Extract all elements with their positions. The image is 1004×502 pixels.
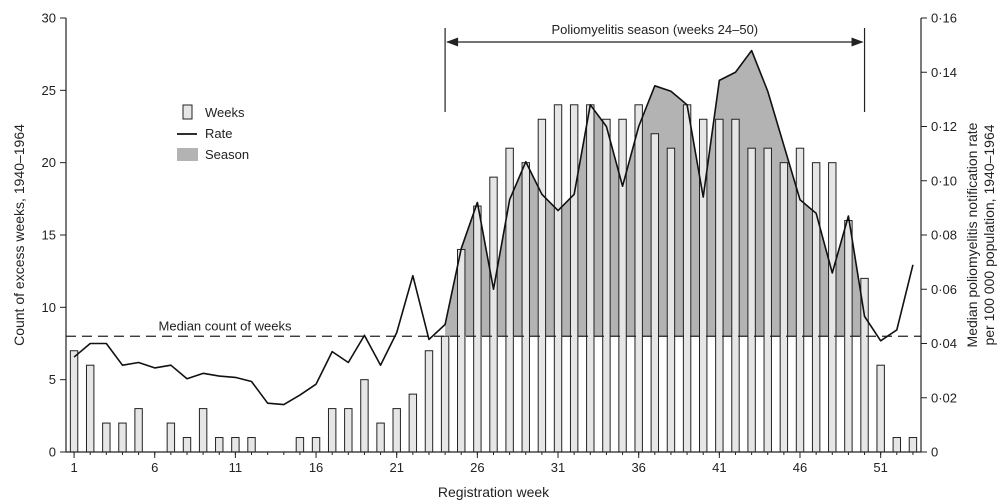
bar-week-51 <box>876 364 885 453</box>
bar-week-12 <box>247 437 256 453</box>
right-tick-label: 0·04 <box>931 336 957 351</box>
right-tick-label: 0·10 <box>931 173 957 188</box>
right-tick-label: 0·12 <box>931 119 957 134</box>
right-tick-label: 0·08 <box>931 228 957 243</box>
bar-week-38 <box>666 147 676 453</box>
bar-week-36 <box>634 104 643 453</box>
bar-week-45 <box>779 162 789 453</box>
bar-week-15 <box>295 437 305 453</box>
left-tick-label: 5 <box>49 372 56 387</box>
x-tick-label: 11 <box>229 460 243 475</box>
right-tick-label: 0 <box>931 445 938 460</box>
bar-week-23 <box>424 350 434 453</box>
x-tick-label: 6 <box>151 460 158 475</box>
bar-week-1 <box>69 350 79 453</box>
bar-week-20 <box>376 422 385 453</box>
season-annotation: Poliomyelitis season (weeks 24–50) <box>444 22 866 112</box>
bar-week-33 <box>586 104 595 453</box>
right-tick-group: 0 0·02 0·04 0·06 0·08 0·10 0·12 0·14 0·16 <box>921 11 957 460</box>
legend-swatch-weeks <box>182 104 193 120</box>
right-tick-label: 0·06 <box>931 282 957 297</box>
median-line-group: Median count of weeks <box>66 318 921 337</box>
x-tick-label: 41 <box>712 460 726 475</box>
bar-week-48 <box>828 162 837 453</box>
legend-label-season: Season <box>205 147 249 162</box>
right-axis-title-line2: per 100 000 population, 1940–1964 <box>981 124 997 345</box>
left-tick-label: 25 <box>42 83 56 98</box>
bar-week-18 <box>344 408 353 453</box>
right-tick-label: 0·16 <box>931 11 957 26</box>
legend-label-rate: Rate <box>205 126 232 141</box>
bar-week-8 <box>182 437 192 453</box>
bar-week-17 <box>327 408 337 453</box>
legend-label-weeks: Weeks <box>205 105 245 120</box>
x-tick-label: 21 <box>389 460 403 475</box>
bar-week-25 <box>457 248 466 453</box>
rate-line <box>73 49 914 406</box>
right-axis-title-line1: Median poliomyelitis notification rate <box>964 122 980 347</box>
bar-week-35 <box>618 118 627 453</box>
bar-week-41 <box>715 118 724 453</box>
left-axis-title: Count of excess weeks, 1940–1964 <box>11 124 27 346</box>
x-tick-label: 31 <box>551 460 565 475</box>
bar-week-47 <box>811 162 821 453</box>
legend-swatch-season <box>177 148 198 161</box>
bar-week-29 <box>521 162 530 453</box>
x-tick-label: 26 <box>470 460 484 475</box>
bar-week-11 <box>231 437 240 453</box>
x-tick-group: 1 6 11 16 21 26 31 36 41 46 51 <box>70 452 914 475</box>
bar-week-10 <box>215 437 224 453</box>
bar-week-53 <box>908 437 918 453</box>
bar-week-26 <box>473 205 482 453</box>
left-tick-label: 15 <box>42 228 56 243</box>
x-axis-title: Registration week <box>438 484 550 500</box>
left-tick-label: 10 <box>42 300 56 315</box>
bar-week-44 <box>763 147 772 453</box>
bar-week-4 <box>118 422 127 453</box>
bar-week-52 <box>892 437 902 453</box>
bar-week-5 <box>134 408 143 453</box>
x-tick-label: 36 <box>631 460 645 475</box>
bar-week-22 <box>408 393 418 453</box>
left-tick-label: 20 <box>42 155 56 170</box>
bar-week-30 <box>537 118 547 453</box>
bar-week-3 <box>102 422 111 453</box>
season-arrow-right-head <box>851 37 864 47</box>
bar-week-24 <box>440 335 450 453</box>
bar-week-2 <box>85 364 95 453</box>
x-tick-label: 1 <box>70 460 77 475</box>
x-tick-label: 16 <box>309 460 323 475</box>
bar-week-7 <box>166 422 176 453</box>
bar-week-43 <box>747 147 756 453</box>
bar-week-9 <box>198 408 208 453</box>
median-label: Median count of weeks <box>159 318 292 333</box>
right-tick-label: 0·14 <box>931 65 957 80</box>
season-label: Poliomyelitis season (weeks 24–50) <box>551 22 758 37</box>
x-tick-label: 46 <box>793 460 807 475</box>
bar-week-21 <box>392 408 401 453</box>
bar-week-40 <box>699 118 708 453</box>
left-tick-label: 0 <box>49 445 56 460</box>
bar-week-37 <box>650 133 660 453</box>
bar-week-34 <box>602 118 611 453</box>
x-tick-label: 51 <box>873 460 887 475</box>
bar-week-27 <box>489 176 498 453</box>
legend: Weeks Rate Season <box>172 100 280 166</box>
bar-week-31 <box>553 104 563 453</box>
right-tick-label: 0·02 <box>931 390 957 405</box>
bar-week-19 <box>360 379 369 453</box>
left-tick-label: 30 <box>42 11 56 26</box>
left-tick-group: 0 5 10 15 20 25 30 <box>42 11 66 460</box>
rate-line-group <box>73 49 914 406</box>
season-arrow-left-head <box>446 37 459 47</box>
bar-week-39 <box>682 104 692 453</box>
bar-week-42 <box>731 118 740 453</box>
bar-week-32 <box>569 104 579 453</box>
bar-week-16 <box>311 437 321 453</box>
